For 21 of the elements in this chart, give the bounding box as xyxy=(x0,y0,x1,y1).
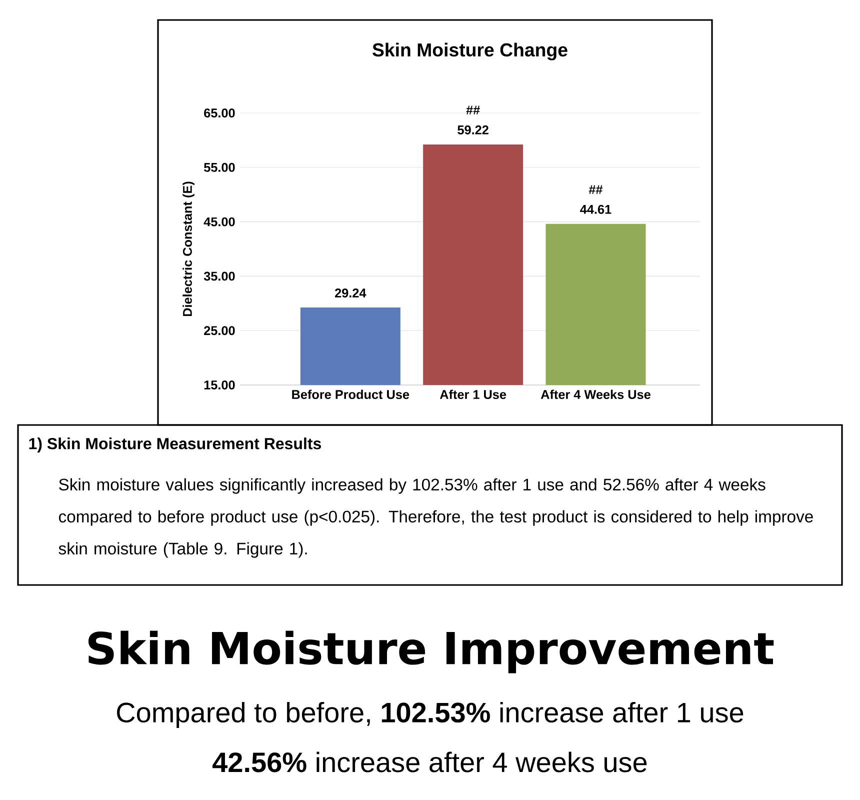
text: Skin Moisture Improvement xyxy=(88,630,774,674)
chart-title: Skin Moisture Change xyxy=(372,42,568,60)
data-label: 44.61 xyxy=(580,204,612,214)
y-tick-label: 25.00 xyxy=(204,326,235,336)
y-axis-title: Dielectric Constant (E) xyxy=(182,182,194,316)
y-tick-label: 65.00 xyxy=(204,108,235,118)
x-tick-label: After 4 Weeks Use xyxy=(540,390,650,400)
data-label: 29.24 xyxy=(334,288,366,298)
text: 42.56% increase after 4 weeks use xyxy=(212,752,647,772)
y-tick-label: 15.00 xyxy=(204,380,235,390)
text: Skin moisture values significantly increased by 102.53% after 1 use and 52.56% after 4 weeks compared to before product use (p<0.025). Therefore, the test product is considered to help improve skin moisture (Table 9. Figure 1). xyxy=(58,478,813,558)
annotation: ## xyxy=(588,185,603,194)
x-tick-label: Before Product Use xyxy=(292,390,410,400)
x-tick-label: After 1 Use xyxy=(440,390,506,400)
annotation: ## xyxy=(466,106,480,114)
y-tick-label: 35.00 xyxy=(204,272,235,281)
data-label: 59.22 xyxy=(458,125,488,134)
y-tick-label: 45.00 xyxy=(204,217,235,226)
text: 1) Skin Moisture Measurement Results xyxy=(29,438,322,452)
text: Compared to before, 102.53% increase after 1 use xyxy=(117,702,744,728)
y-tick-label: 55.00 xyxy=(204,162,235,172)
